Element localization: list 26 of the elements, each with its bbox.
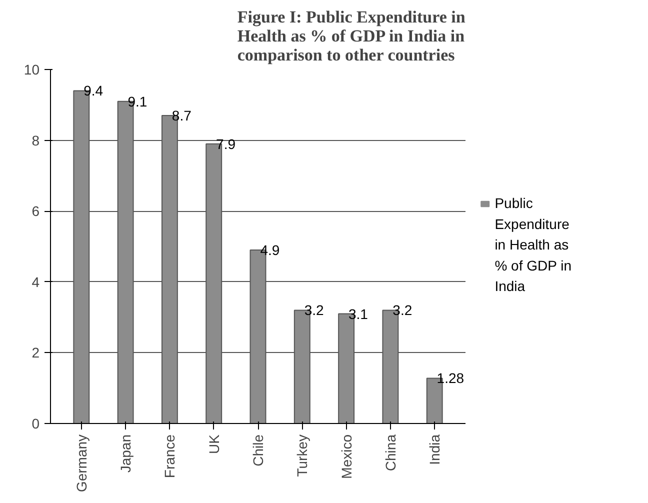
- y-tick-label: 2: [32, 344, 40, 361]
- data-label: 1.28: [436, 370, 464, 386]
- data-label: 4.9: [260, 242, 280, 258]
- x-tick-label: UK: [206, 434, 222, 454]
- data-label: 7.9: [216, 136, 236, 152]
- y-tick-label: 8: [32, 132, 40, 148]
- data-label: 3.1: [348, 306, 368, 322]
- data-label: 8.7: [172, 108, 192, 124]
- y-tick-label: 0: [32, 416, 40, 432]
- data-label: 3.2: [304, 302, 324, 318]
- chart-title: Figure I: Public Expenditure in Health as % of GDP in India in comparison to other countries: [237, 8, 466, 64]
- x-tick-label: Japan: [118, 434, 134, 473]
- x-tick-label: Germany: [73, 434, 90, 492]
- data-label: 9.4: [84, 82, 104, 99]
- y-tick-label: 6: [32, 203, 40, 220]
- data-label: 3.2: [392, 302, 412, 318]
- x-tick-label: France: [162, 434, 178, 478]
- x-tick-label: Chile: [250, 434, 266, 466]
- legend-label: Public Expenditure in Health as % of GDP in India: [494, 195, 572, 294]
- y-tick-label: 4: [32, 274, 40, 290]
- y-tick-label: 10: [24, 62, 40, 78]
- x-tick-label: China: [382, 434, 398, 472]
- x-tick-label: Turkey: [294, 434, 310, 477]
- x-tick-label: Mexico: [338, 434, 354, 479]
- x-tick-label: India: [426, 434, 443, 465]
- data-label: 9.1: [128, 93, 148, 110]
